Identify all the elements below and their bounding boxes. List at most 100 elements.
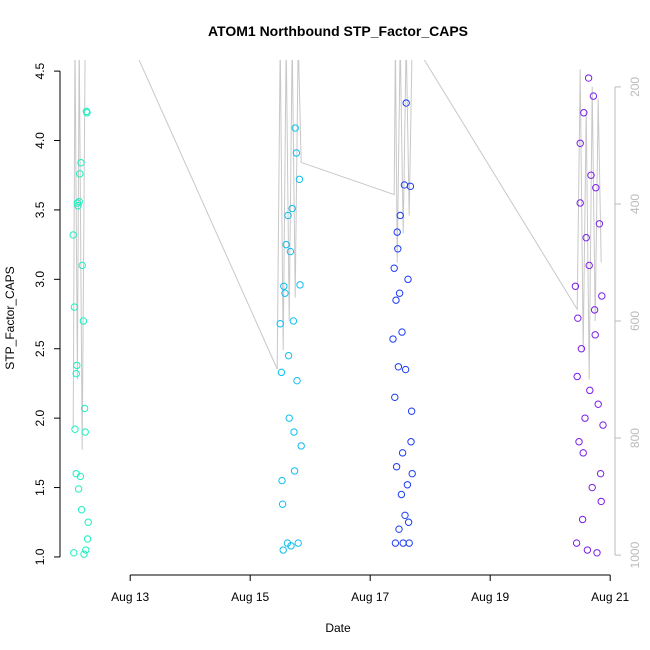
data-point — [584, 74, 593, 82]
data-point — [579, 449, 587, 457]
data-point — [287, 542, 295, 550]
data-point — [286, 247, 295, 256]
data-point — [588, 483, 596, 492]
y-axis-label: STP_Factor_CAPS — [3, 266, 17, 369]
data-point — [582, 233, 590, 242]
data-point — [585, 261, 593, 270]
data-point — [284, 211, 292, 220]
data-point — [80, 404, 89, 413]
y-tick-label: 1.5 — [33, 479, 47, 496]
data-point — [392, 296, 400, 304]
x-tick-label: Aug 19 — [471, 590, 509, 604]
x-tick-label: Aug 15 — [231, 590, 269, 604]
data-point — [293, 376, 301, 385]
data-point — [404, 518, 413, 526]
data-point — [395, 525, 403, 533]
data-point — [277, 368, 286, 377]
y-tick-label: 1.0 — [33, 548, 47, 565]
data-point — [294, 539, 302, 547]
data-point — [291, 124, 299, 132]
data-point — [394, 363, 403, 371]
data-point — [574, 314, 582, 322]
data-point — [402, 99, 410, 107]
data-point — [595, 220, 604, 228]
data-point — [76, 472, 85, 481]
data-line — [72, 60, 602, 450]
y-tick-label: 4.5 — [33, 62, 47, 79]
data-point — [404, 275, 412, 284]
data-point — [578, 515, 587, 524]
y2-tick-label: 600 — [628, 311, 642, 331]
data-point — [75, 197, 83, 206]
data-point — [401, 511, 409, 520]
data-point — [403, 481, 412, 489]
data-point — [589, 92, 598, 100]
data-point — [278, 500, 287, 508]
data-point — [581, 414, 589, 422]
data-point — [276, 320, 284, 328]
data-point — [77, 506, 86, 514]
y2-tick-label: 800 — [628, 428, 642, 448]
data-point — [290, 467, 299, 475]
data-point — [285, 414, 293, 422]
data-point — [71, 425, 79, 433]
data-point — [288, 204, 296, 213]
data-point — [398, 449, 407, 457]
data-point — [577, 345, 586, 353]
data-point — [296, 281, 304, 289]
data-point — [72, 370, 80, 378]
x-tick-label: Aug 13 — [111, 590, 149, 604]
data-point — [571, 282, 580, 290]
data-point — [395, 289, 404, 297]
data-point — [389, 335, 397, 343]
data-point — [297, 442, 305, 450]
data-point — [282, 240, 290, 249]
data-point — [284, 351, 293, 360]
data-point — [406, 182, 415, 191]
y2-tick-label: 1000 — [628, 541, 642, 568]
data-point — [596, 469, 605, 478]
data-point — [396, 211, 404, 220]
data-point — [408, 469, 416, 478]
data-point — [598, 292, 606, 300]
data-point — [76, 170, 84, 178]
data-point — [279, 546, 287, 554]
data-point — [73, 199, 82, 207]
data-point — [398, 328, 406, 336]
y2-tick-label: 200 — [628, 77, 642, 97]
data-point — [81, 428, 89, 436]
data-point — [83, 535, 92, 543]
data-point — [597, 497, 605, 506]
data-point — [593, 549, 601, 557]
data-point — [73, 361, 81, 370]
data-point — [292, 149, 301, 157]
x-axis-label: Date — [325, 621, 351, 635]
y-tick-label: 2.5 — [33, 340, 47, 357]
data-point — [590, 306, 599, 314]
y-tick-label: 3.5 — [33, 201, 47, 218]
data-point — [407, 407, 416, 415]
data-point — [394, 245, 402, 253]
data-point — [281, 289, 289, 297]
data-point — [390, 264, 398, 272]
data-point — [583, 546, 592, 554]
data-point — [70, 549, 78, 557]
data-point — [405, 539, 413, 547]
y-tick-label: 4.0 — [33, 132, 47, 149]
data-point — [575, 438, 583, 446]
data-point — [82, 546, 90, 554]
chart-title: ATOM1 Northbound STP_Factor_CAPS — [208, 23, 468, 39]
y2-tick-label: 400 — [628, 194, 642, 214]
data-point — [391, 393, 399, 402]
data-point — [278, 476, 286, 485]
data-point — [74, 485, 83, 493]
data-point — [397, 490, 406, 499]
data-point — [587, 171, 595, 179]
data-point — [576, 199, 584, 207]
data-point — [580, 109, 588, 117]
data-point — [407, 438, 415, 446]
x-tick-label: Aug 17 — [351, 590, 389, 604]
data-point — [77, 159, 85, 167]
data-point — [573, 372, 581, 381]
data-point — [83, 109, 91, 117]
